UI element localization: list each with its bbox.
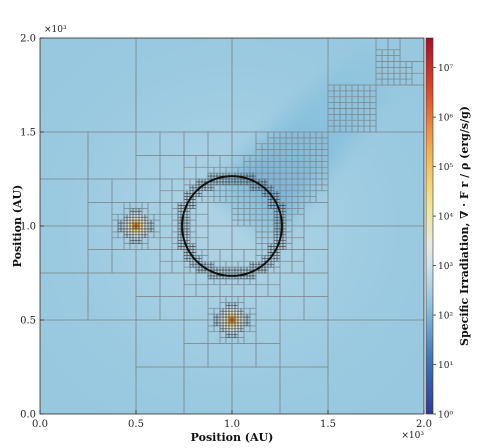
x-axis-label: Position (AU) — [191, 431, 274, 444]
x-tick-label: 2.0 — [416, 419, 432, 430]
y-axis-label: Position (AU) — [11, 185, 24, 268]
y-axis-multiplier: ×10³ — [44, 25, 67, 35]
amr-grid — [40, 38, 424, 414]
y-tick-label: 1.5 — [20, 128, 36, 139]
x-tick-label: 0.0 — [32, 419, 48, 430]
x-tick-label: 0.5 — [128, 419, 144, 430]
y-tick-label: 0.5 — [20, 316, 36, 327]
x-axis-ticks: 0.0 0.5 1.0 1.5 2.0 — [32, 410, 432, 430]
x-tick-label: 1.5 — [320, 419, 336, 430]
colorbar-tick-label: 10⁶ — [438, 114, 453, 124]
y-axis-ticks: 0.0 0.5 1.0 1.5 2.0 — [20, 34, 44, 421]
colorbar-tick-label: 10³ — [438, 262, 453, 272]
colorbar-ticks: 10⁰ 10¹ 10² 10³ 10⁴ 10⁵ 10⁶ 10⁷ — [433, 64, 453, 421]
mesh-cell — [399, 38, 424, 62]
colorbar-tick-label: 10¹ — [438, 361, 453, 371]
colorbar: 10⁰ 10¹ 10² 10³ 10⁴ 10⁵ 10⁶ 10⁷ — [425, 37, 453, 421]
colorbar-tick-label: 10⁴ — [438, 213, 453, 223]
colorbar-tick-label: 10⁰ — [438, 411, 453, 421]
y-tick-label: 2.0 — [20, 34, 36, 45]
colorbar-tick-label: 10⁵ — [438, 163, 453, 173]
colorbar-tick-label: 10⁷ — [438, 64, 453, 74]
y-tick-label: 0.0 — [20, 410, 36, 421]
colorbar-gradient — [425, 37, 434, 415]
y-tick-label: 1.0 — [20, 222, 36, 233]
x-axis-multiplier: ×10³ — [401, 431, 424, 441]
x-tick-label: 1.0 — [224, 419, 240, 430]
ring-contour — [181, 175, 283, 277]
colorbar-label: Specific Irradiation, ∇ · F r / ρ (erg/s… — [458, 106, 471, 346]
colorbar-tick-label: 10² — [438, 312, 453, 322]
plot-area — [39, 37, 425, 415]
